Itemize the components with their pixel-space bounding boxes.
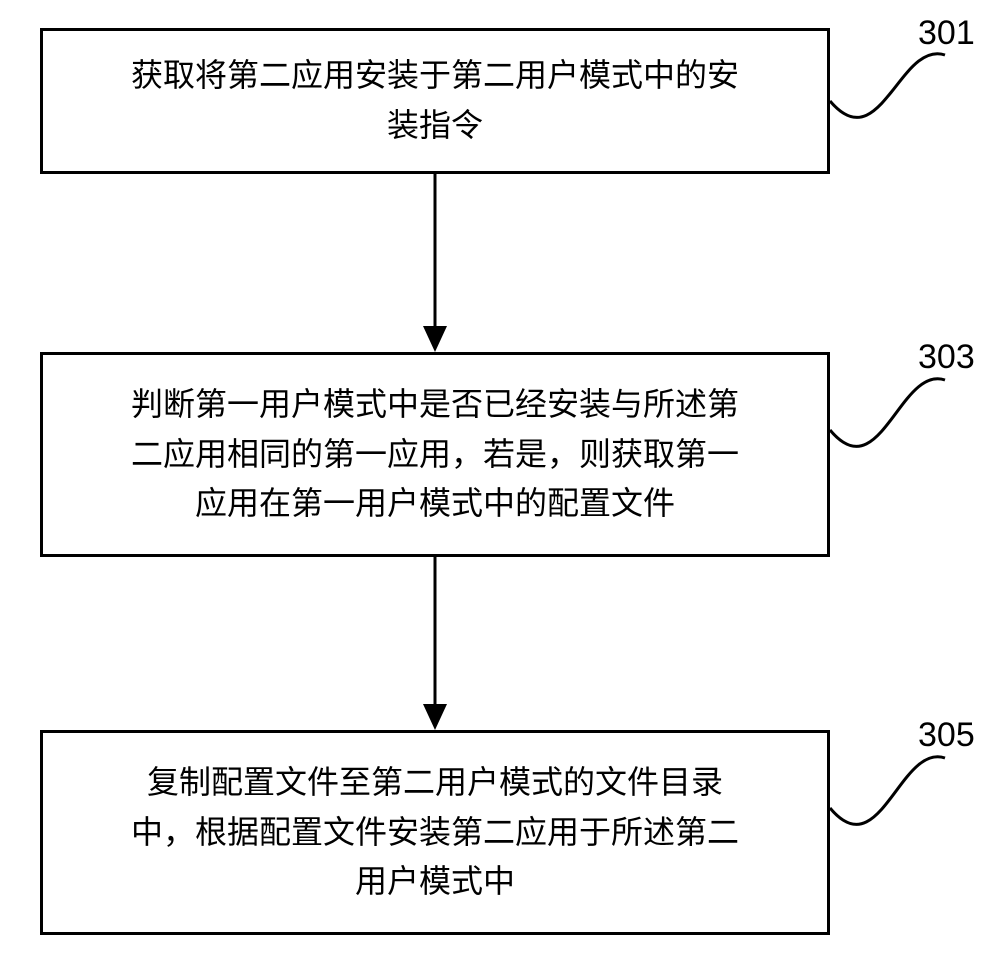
flowchart-canvas: 获取将第二应用安装于第二用户模式中的安 装指令 301 判断第一用户模式中是否已… (0, 0, 1000, 961)
connector-305 (0, 0, 1000, 960)
step-label-305: 305 (918, 716, 975, 755)
